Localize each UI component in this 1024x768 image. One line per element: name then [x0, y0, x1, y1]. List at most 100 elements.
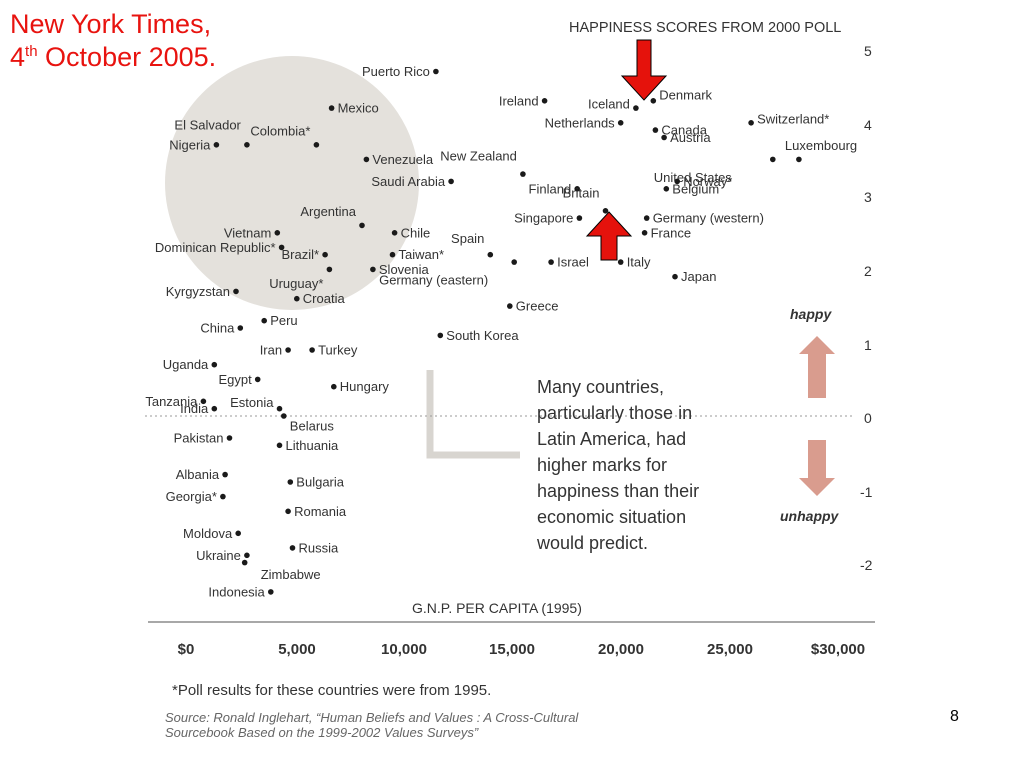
data-point: Saudi Arabia: [371, 174, 454, 189]
data-point: Ireland: [499, 93, 548, 108]
data-point-label: Colombia*: [250, 123, 310, 138]
data-point: South Korea: [437, 328, 519, 343]
data-point-label: Germany (eastern): [379, 273, 488, 288]
data-point-label: Lithuania: [286, 438, 340, 453]
data-point: Finland: [529, 181, 580, 196]
data-point: Uruguay*: [269, 266, 333, 291]
happiness-direction-indicator: happy unhappy: [780, 306, 840, 524]
data-point-label: Britain: [563, 185, 600, 200]
data-point-label: Japan: [681, 269, 716, 284]
data-point-marker: [289, 545, 296, 551]
data-point-label: Ireland: [499, 93, 539, 108]
britain-pointer-arrow: [585, 211, 633, 261]
data-point: Germany (eastern): [379, 259, 517, 288]
x-tick-label: 5,000: [278, 641, 316, 658]
data-point: Canada: [652, 123, 708, 138]
data-point-marker: [261, 317, 268, 324]
data-point: France: [641, 225, 691, 240]
data-point-label: Germany (western): [653, 211, 764, 226]
data-point-marker: [328, 105, 335, 111]
data-point-label: Israel: [557, 255, 589, 270]
data-point-marker: [389, 251, 396, 258]
data-point-label: Vietnam: [224, 225, 271, 240]
data-point-label: Netherlands: [545, 115, 616, 130]
data-point-label: Venezuela: [372, 152, 433, 167]
data-point-label: Finland: [529, 181, 572, 196]
data-point-label: Estonia: [230, 395, 274, 410]
data-point: Belarus: [281, 413, 334, 434]
data-point-marker: [672, 273, 678, 280]
chart-footnote: *Poll results for these countries were f…: [172, 682, 491, 699]
data-point-marker: [211, 405, 218, 412]
data-point-label: Austria: [670, 130, 711, 145]
data-point: Kyrgyzstan: [166, 284, 239, 299]
data-point-marker: [233, 288, 239, 295]
data-point: Argentina: [300, 204, 365, 229]
data-point-label: Ukraine: [196, 548, 241, 563]
data-point-marker: [254, 376, 261, 383]
data-point: Greece: [507, 299, 558, 314]
data-point: Pakistan: [174, 431, 233, 446]
data-point-label: South Korea: [446, 328, 519, 343]
data-point: Zimbabwe: [241, 559, 321, 582]
unhappy-label: unhappy: [780, 508, 840, 524]
data-point: Slovenia: [370, 262, 430, 277]
data-point-marker: [391, 230, 398, 236]
data-point-label: Georgia*: [166, 489, 217, 504]
data-point: Britain: [563, 185, 609, 214]
data-point: Iran: [260, 343, 291, 358]
data-point-marker: [222, 471, 228, 478]
latin-america-highlight-circle: [165, 56, 419, 310]
data-point: Venezuela: [363, 152, 434, 167]
data-point-label: Dominican Republic*: [155, 240, 276, 255]
data-point-label: Peru: [270, 313, 297, 328]
data-point-marker: [661, 134, 667, 141]
data-point-marker: [285, 508, 291, 515]
data-point: Colombia*: [250, 123, 320, 148]
data-point: Dominican Republic*: [155, 240, 285, 255]
data-point: Italy: [617, 255, 651, 270]
data-point-label: Switzerland*: [757, 111, 829, 126]
data-point: Hungary: [331, 379, 389, 394]
data-point: Switzerland*: [748, 111, 829, 126]
happy-arrow-icon: [799, 336, 835, 398]
data-point-label: Norway*: [683, 174, 732, 189]
data-point: Iceland: [588, 97, 639, 112]
data-point-label: Nigeria: [169, 137, 211, 152]
callout-bracket: [426, 370, 520, 459]
data-point: Albania: [176, 467, 228, 482]
data-point-marker: [617, 120, 624, 126]
data-point-label: Chile: [401, 225, 431, 240]
y-tick-label: 1: [864, 337, 872, 353]
data-point: United States: [654, 156, 776, 185]
data-point-marker: [796, 156, 802, 163]
data-point: El Salvador: [174, 117, 250, 148]
data-point-label: El Salvador: [174, 117, 241, 132]
data-point-label: Luxembourg: [785, 138, 857, 153]
title-ordinal: th: [25, 43, 38, 60]
happy-label: happy: [790, 306, 832, 322]
data-point-marker: [237, 325, 244, 331]
source-line-2: Sourcebook Based on the 1999-2002 Values…: [165, 725, 479, 740]
data-point: Vietnam: [224, 225, 281, 240]
data-point-label: Saudi Arabia: [371, 174, 445, 189]
data-point-label: Spain: [451, 231, 484, 246]
data-point-marker: [244, 552, 250, 559]
data-point: Spain: [451, 231, 494, 258]
x-tick-label: 15,000: [489, 641, 535, 658]
x-tick-label: 10,000: [381, 641, 427, 658]
data-point: China: [200, 321, 244, 336]
data-points: Puerto Rico Mexico El Salvador Colombia* Nig…: [145, 64, 857, 599]
data-point-label: Uruguay*: [269, 276, 323, 291]
data-point: Indonesia: [208, 584, 274, 599]
data-point-marker: [643, 215, 650, 221]
x-axis: $0 5,000 10,000 15,000 20,000 25,000 $30…: [178, 641, 865, 658]
data-point-label: Egypt: [218, 372, 252, 387]
unhappy-arrow-icon: [799, 440, 835, 496]
data-point: Netherlands: [545, 115, 624, 130]
data-point-marker: [633, 105, 639, 111]
data-point-marker: [520, 171, 526, 177]
y-axis: 5 4 3 2 1 0 -1 -2: [860, 43, 873, 573]
data-point-marker: [663, 186, 670, 192]
